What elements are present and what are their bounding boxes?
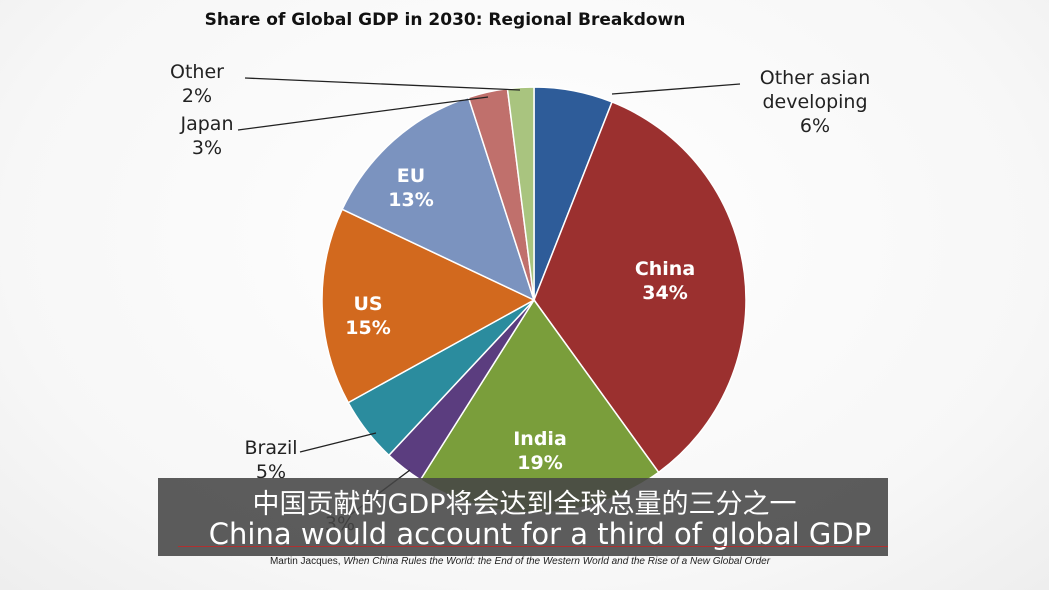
- footer-divider: [178, 546, 888, 547]
- slice-label-line: 2%: [181, 85, 213, 107]
- pie-slice-eu: [341, 96, 536, 302]
- subtitle-overlay: [158, 478, 888, 556]
- citation-work: When China Rules the World: the End of t…: [343, 556, 771, 567]
- slice-label-eu: EU 13%: [388, 165, 433, 211]
- pie-slice-us: [321, 208, 536, 404]
- slice-label-other-asian-developing: Other asian developing 6%: [735, 66, 895, 138]
- leader-line: [299, 432, 377, 453]
- slice-label-line: 6%: [799, 115, 831, 137]
- citation-author: Martin Jacques,: [269, 556, 344, 567]
- slice-label-line: Other asian: [759, 67, 871, 89]
- slice-label-brazil: Brazil 5%: [236, 436, 306, 484]
- pie-slice-china: [533, 100, 747, 474]
- chart-title: Share of Global GDP in 2030: Regional Br…: [204, 10, 686, 30]
- slice-label-india: India 19%: [513, 428, 567, 474]
- slice-label-line: Japan: [180, 113, 234, 135]
- leader-line: [611, 83, 741, 95]
- subtitle-english: China would account for a third of globa…: [208, 517, 872, 551]
- slice-label-line: 3%: [191, 137, 223, 159]
- slice-label-us: US 15%: [345, 293, 390, 339]
- leader-line: [244, 77, 521, 91]
- citation: Martin Jacques, When China Rules the Wor…: [0, 556, 1040, 567]
- slice-label-line: developing: [762, 91, 868, 113]
- slice-label-line: Brazil: [244, 437, 298, 459]
- slice-label-china: China 34%: [635, 258, 695, 304]
- pie-slice-other: [506, 86, 535, 301]
- slice-label-line: 5%: [255, 461, 287, 483]
- slice-label-other: Other 2%: [162, 60, 232, 108]
- slice-label-japan: Japan 3%: [172, 112, 242, 160]
- leader-line: [237, 96, 489, 131]
- slice-label-line: Other: [170, 61, 224, 83]
- subtitle-chinese: 中国贡献的GDP将会达到全球总量的三分之一: [252, 489, 797, 520]
